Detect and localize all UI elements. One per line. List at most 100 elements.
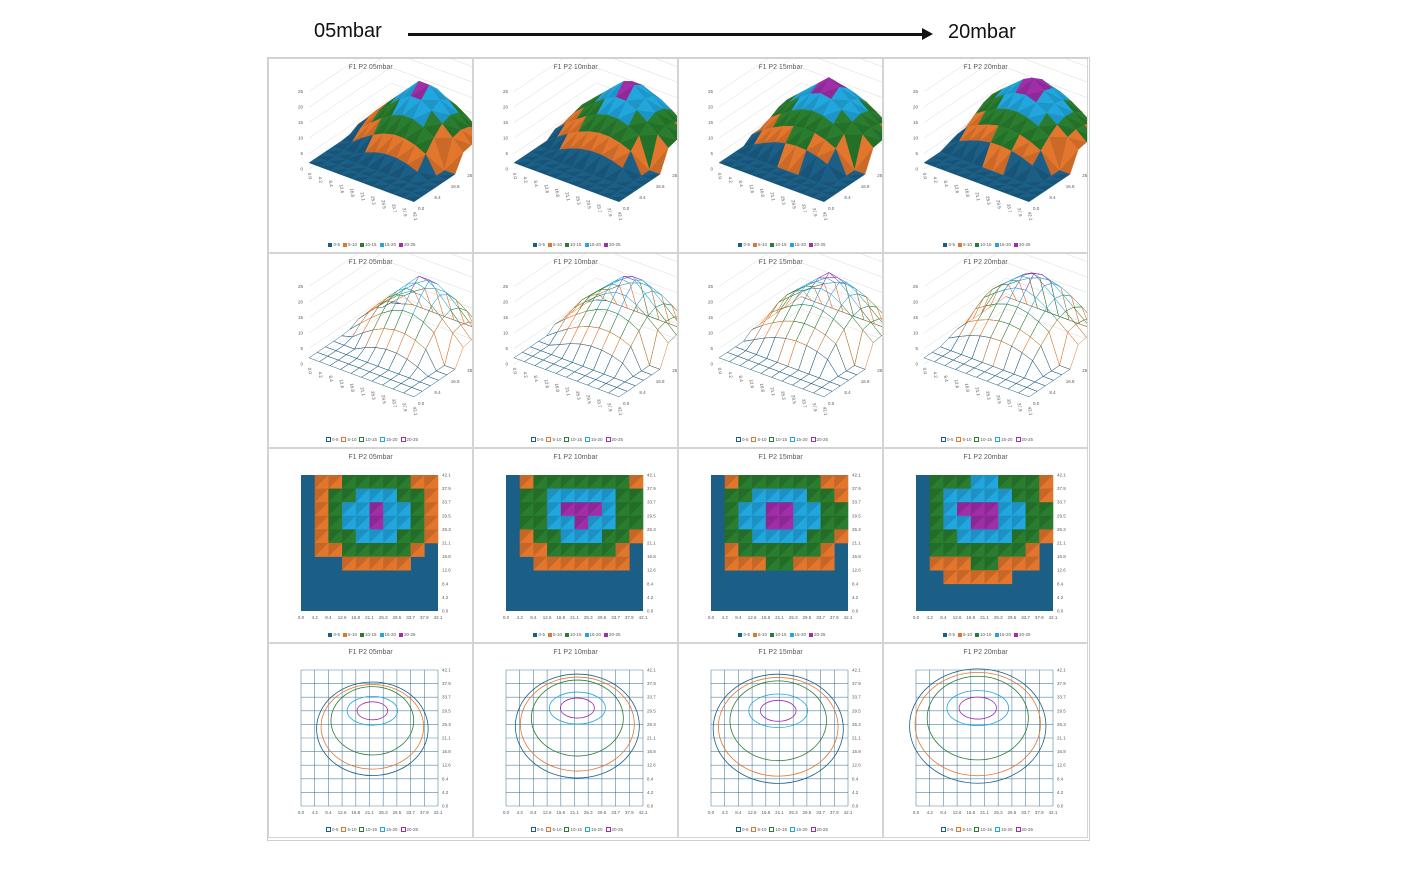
svg-text:0: 0 <box>505 362 508 367</box>
svg-text:21.1: 21.1 <box>975 192 982 202</box>
svg-text:20: 20 <box>298 105 304 110</box>
legend-label: 5-10 <box>347 826 357 832</box>
svg-text:12.6: 12.6 <box>338 810 347 815</box>
svg-text:21.1: 21.1 <box>442 736 451 741</box>
svg-text:25.3: 25.3 <box>442 527 451 532</box>
legend-label: 0-5 <box>536 826 544 832</box>
svg-text:0.0: 0.0 <box>442 804 449 809</box>
svg-text:4.2: 4.2 <box>647 790 654 795</box>
svg-text:4.2: 4.2 <box>517 810 524 815</box>
chart-panel-filled-4: F1 P2 20mbar 0.0 4.2 8.4 12.6 16.8 21.1 25.3 29.… <box>883 448 1088 643</box>
legend-swatch-icon <box>530 827 536 832</box>
svg-text:12.6: 12.6 <box>953 810 962 815</box>
svg-text:16.8: 16.8 <box>351 810 360 815</box>
svg-text:25.3: 25.3 <box>789 615 798 620</box>
legend-swatch-icon <box>957 632 962 637</box>
svg-text:42.1: 42.1 <box>647 473 656 478</box>
svg-text:25: 25 <box>298 284 304 289</box>
svg-text:8.4: 8.4 <box>738 375 744 383</box>
legend-swatch-icon <box>957 242 962 247</box>
svg-text:29.5: 29.5 <box>586 200 593 210</box>
svg-text:0.0: 0.0 <box>307 172 313 180</box>
chart-legend: 0-5 5-10 10-15 15-20 20-25 <box>269 632 472 637</box>
chart-title: F1 P2 05mbar <box>348 454 393 461</box>
svg-text:12.6: 12.6 <box>852 568 861 573</box>
svg-text:16.8: 16.8 <box>442 749 451 754</box>
svg-text:29.5: 29.5 <box>393 810 402 815</box>
svg-text:25.3: 25.3 <box>672 173 678 178</box>
legend-swatch-icon <box>751 827 757 832</box>
svg-text:37.9: 37.9 <box>442 681 451 686</box>
legend-label: 15-20 <box>999 242 1012 247</box>
svg-text:0.0: 0.0 <box>1033 401 1040 406</box>
svg-text:42.1: 42.1 <box>412 211 419 221</box>
chart-panel-lines-2: F1 P2 10mbar 0.0 4.2 8.4 12.6 16.8 21.1 25.3 29.… <box>473 643 678 838</box>
svg-text:33.7: 33.7 <box>647 500 656 505</box>
svg-text:29.5: 29.5 <box>996 395 1003 405</box>
svg-text:37.9: 37.9 <box>402 402 409 412</box>
svg-text:4.2: 4.2 <box>728 176 734 184</box>
svg-text:21.1: 21.1 <box>980 615 989 620</box>
svg-text:4.2: 4.2 <box>523 371 529 379</box>
svg-text:25: 25 <box>708 284 714 289</box>
legend-swatch-icon <box>809 632 814 637</box>
svg-text:21.1: 21.1 <box>365 810 374 815</box>
svg-text:25.3: 25.3 <box>789 810 798 815</box>
chart-panel-lines-3: F1 P2 15mbar 0.0 4.2 8.4 12.6 16.8 21.1 25.3 29.… <box>678 643 883 838</box>
svg-text:16.8: 16.8 <box>759 188 766 198</box>
legend-label: 5-10 <box>757 632 767 637</box>
legend-label: 15-20 <box>591 436 603 442</box>
svg-text:20: 20 <box>913 105 919 110</box>
legend-label: 15-20 <box>794 632 807 637</box>
legend-swatch-icon <box>379 242 384 247</box>
svg-text:0.0: 0.0 <box>1057 609 1064 614</box>
svg-text:8.4: 8.4 <box>434 195 441 200</box>
svg-text:0: 0 <box>915 167 918 172</box>
svg-text:21.1: 21.1 <box>852 736 861 741</box>
legend-swatch-icon <box>974 437 980 442</box>
legend-swatch-icon <box>400 827 406 832</box>
legend-swatch-icon <box>751 437 757 442</box>
svg-text:29.5: 29.5 <box>598 810 607 815</box>
legend-swatch-icon <box>752 632 757 637</box>
chart-legend: 0-5 5-10 10-15 15-20 20-25 <box>474 437 677 442</box>
svg-text:16.8: 16.8 <box>1057 554 1066 559</box>
chart-title: F1 P2 20mbar <box>963 649 1008 656</box>
svg-text:42.1: 42.1 <box>639 615 648 620</box>
legend-label: 20-25 <box>814 242 826 247</box>
svg-text:16.8: 16.8 <box>556 615 565 620</box>
legend-swatch-icon <box>328 632 333 637</box>
chart-title: F1 P2 05mbar <box>348 64 393 71</box>
svg-text:21.1: 21.1 <box>360 192 367 202</box>
svg-text:16.8: 16.8 <box>964 188 971 198</box>
contour-plot: 0.0 4.2 8.4 12.6 16.8 21.1 25.3 29.5 33.7 37.9 42.… <box>708 668 861 816</box>
svg-text:10: 10 <box>913 136 919 141</box>
legend-label: 0-5 <box>743 632 750 637</box>
svg-text:33.7: 33.7 <box>816 615 825 620</box>
legend-swatch-icon <box>769 632 774 637</box>
svg-text:21.1: 21.1 <box>775 810 784 815</box>
svg-text:21.1: 21.1 <box>570 810 579 815</box>
legend-label: 20-25 <box>406 436 419 442</box>
svg-text:0.0: 0.0 <box>503 810 510 815</box>
legend-swatch-icon <box>769 242 774 247</box>
svg-text:15: 15 <box>913 120 919 125</box>
svg-text:42.1: 42.1 <box>1057 668 1066 673</box>
svg-text:8.4: 8.4 <box>442 581 449 586</box>
legend-label: 20-25 <box>609 242 621 247</box>
svg-text:25.3: 25.3 <box>370 391 377 401</box>
legend-swatch-icon <box>399 632 404 637</box>
legend-swatch-icon <box>546 827 552 832</box>
legend-swatch-icon <box>380 827 385 832</box>
svg-text:20: 20 <box>503 105 509 110</box>
svg-text:0.0: 0.0 <box>717 172 723 180</box>
chart-panel-surface-3: F1 P2 15mbar 0 5 10 15 20 25 0.0 4.2 8.4 12.6 16.8 2… <box>678 58 883 253</box>
svg-text:29.5: 29.5 <box>1057 708 1066 713</box>
svg-text:4.2: 4.2 <box>647 595 654 600</box>
svg-text:0.0: 0.0 <box>512 172 518 180</box>
legend-swatch-icon <box>790 827 795 832</box>
chart-legend: 0-5 5-10 10-15 15-20 20-25 <box>884 632 1087 637</box>
svg-text:37.9: 37.9 <box>1035 810 1044 815</box>
svg-text:8.4: 8.4 <box>328 375 334 383</box>
